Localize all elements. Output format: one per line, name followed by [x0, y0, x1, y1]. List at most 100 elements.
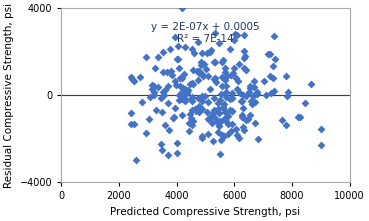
Point: [220, 106, 226, 110]
Point: [165, 85, 171, 88]
Point: [170, 116, 176, 119]
Point: [301, 101, 307, 105]
Point: [179, 6, 185, 10]
Point: [243, 94, 249, 98]
Point: [252, 121, 258, 125]
Point: [133, 158, 139, 162]
Point: [211, 108, 217, 112]
Point: [213, 80, 219, 84]
Point: [211, 110, 217, 114]
Point: [215, 107, 221, 111]
Point: [205, 117, 211, 120]
Point: [228, 73, 234, 77]
Point: [128, 112, 134, 115]
Point: [131, 79, 137, 82]
Point: [189, 47, 195, 50]
Point: [193, 107, 199, 110]
Point: [283, 124, 289, 127]
Point: [240, 107, 246, 110]
Point: [211, 97, 217, 100]
Point: [218, 139, 224, 142]
Point: [216, 124, 222, 128]
Point: [172, 35, 178, 39]
Point: [236, 62, 242, 65]
Point: [190, 120, 196, 123]
Point: [187, 112, 193, 116]
Point: [174, 142, 180, 145]
Point: [219, 133, 225, 137]
Point: [146, 117, 152, 121]
Point: [131, 122, 137, 126]
Point: [212, 76, 218, 79]
Point: [232, 32, 238, 36]
Point: [195, 108, 201, 111]
Point: [182, 99, 188, 102]
Point: [160, 70, 166, 74]
Text: y = 2E-07x + 0.0005
R² = 7E-14: y = 2E-07x + 0.0005 R² = 7E-14: [151, 22, 260, 44]
Point: [199, 99, 205, 103]
Point: [272, 58, 278, 61]
Point: [229, 97, 235, 100]
Point: [285, 90, 291, 94]
Point: [237, 91, 243, 95]
Point: [129, 77, 135, 80]
Point: [243, 69, 249, 72]
Point: [151, 85, 157, 88]
Point: [268, 91, 274, 95]
Point: [163, 70, 169, 74]
Point: [179, 76, 185, 79]
Point: [165, 101, 171, 105]
Point: [248, 99, 254, 103]
Point: [137, 76, 143, 79]
Point: [207, 87, 213, 91]
Point: [204, 51, 210, 55]
Point: [171, 115, 177, 118]
Point: [225, 133, 231, 136]
Point: [176, 94, 182, 97]
Point: [199, 51, 205, 55]
Point: [241, 67, 247, 70]
Point: [234, 33, 240, 37]
Point: [206, 74, 211, 78]
Point: [308, 82, 314, 86]
Point: [222, 66, 228, 69]
Point: [214, 120, 220, 124]
Point: [217, 152, 223, 155]
Point: [318, 143, 324, 147]
Point: [255, 137, 261, 140]
Point: [207, 50, 213, 54]
Point: [263, 93, 269, 96]
Point: [247, 84, 253, 88]
Point: [241, 128, 247, 131]
Point: [231, 67, 237, 70]
Point: [188, 116, 194, 120]
Point: [231, 38, 237, 41]
Point: [151, 93, 157, 97]
Point: [168, 47, 173, 51]
Point: [165, 154, 171, 157]
Point: [216, 111, 222, 115]
Point: [190, 83, 196, 86]
Point: [205, 101, 211, 104]
Point: [152, 66, 158, 70]
Point: [243, 118, 249, 121]
Point: [186, 129, 192, 132]
Point: [235, 87, 241, 91]
Point: [228, 129, 234, 133]
Point: [229, 109, 235, 113]
Point: [209, 121, 215, 124]
Point: [196, 104, 202, 108]
Point: [219, 84, 225, 88]
Point: [247, 113, 253, 117]
Point: [144, 131, 149, 134]
Point: [158, 142, 164, 145]
Point: [318, 127, 324, 131]
Point: [227, 97, 233, 101]
Point: [212, 61, 218, 64]
Point: [189, 100, 195, 103]
Point: [223, 110, 229, 114]
Point: [225, 122, 231, 125]
Point: [199, 134, 205, 138]
Point: [186, 121, 192, 125]
Point: [189, 95, 195, 99]
